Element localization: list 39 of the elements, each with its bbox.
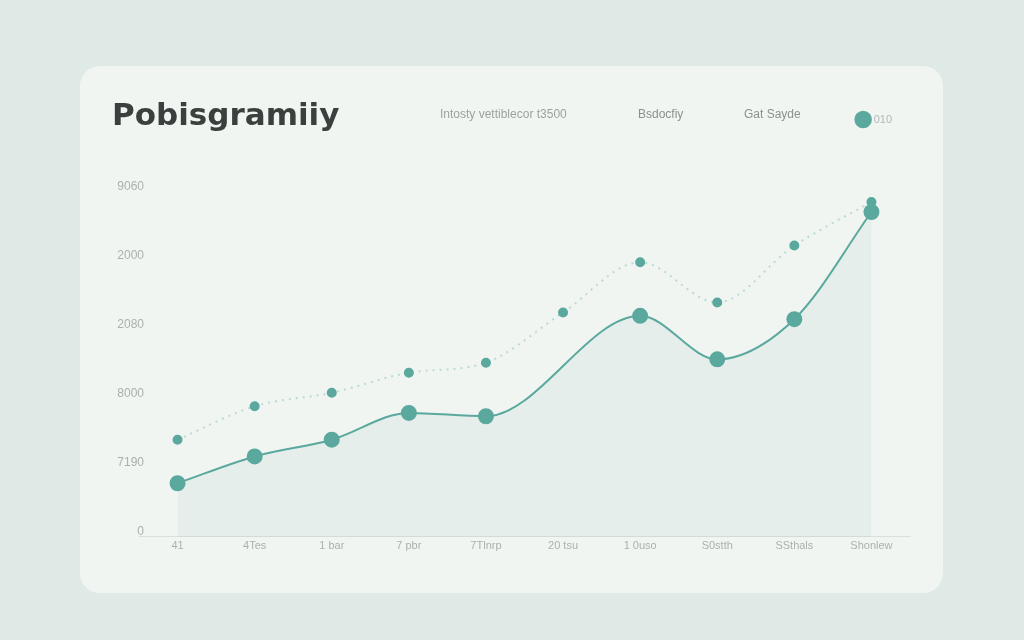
x-tick-label: 4Tes (243, 539, 267, 552)
point (789, 240, 800, 251)
x-tick-label: 1 bar (319, 539, 345, 552)
point (172, 434, 183, 445)
point (403, 367, 414, 378)
point (326, 387, 337, 398)
x-tick-label: 7 pbr (396, 539, 422, 552)
point (635, 257, 646, 268)
point (709, 351, 726, 368)
point (246, 448, 263, 465)
x-tick-label: SSthals (775, 539, 814, 552)
legend-label: 010 (873, 112, 893, 125)
point (712, 297, 723, 308)
annotation: 8000 (116, 386, 144, 400)
text: Gat Sayde (744, 107, 801, 121)
annotation: 0 (136, 524, 144, 538)
point (169, 475, 186, 492)
point (480, 357, 491, 368)
chart-title: Pobisgramiiy (112, 96, 340, 132)
x-tick-label: 20 tsu (548, 539, 579, 552)
text: Bsdocfiy (638, 107, 684, 121)
point (400, 404, 417, 421)
x-tick-label: Shonlew (850, 539, 893, 552)
x-tick-label: 1 0uso (623, 539, 657, 552)
point (558, 307, 569, 318)
x-tick-label: 41 (171, 539, 184, 552)
annotation: 7190 (116, 455, 144, 469)
x-tick-label: 7Tlnrp (470, 539, 502, 552)
point (323, 431, 340, 448)
annotation: 2080 (116, 317, 144, 331)
text: 9060 (116, 179, 144, 193)
point (863, 204, 880, 221)
point (477, 408, 494, 425)
point (632, 307, 649, 324)
chart-subtitle: Intosty vettiblecor t3500 (440, 107, 567, 121)
point (249, 401, 260, 412)
x-tick-label: S0stth (701, 539, 733, 552)
annotation: 2000 (116, 248, 144, 262)
point (786, 311, 803, 328)
